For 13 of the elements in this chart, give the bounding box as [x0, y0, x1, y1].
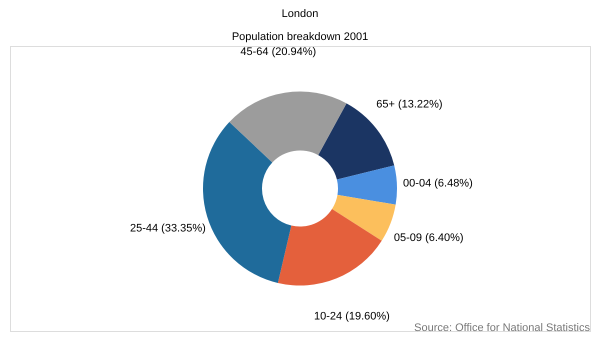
slice-label: 25-44 (33.35%): [130, 222, 206, 234]
donut-slice: [278, 208, 382, 286]
slice-label: 00-04 (6.48%): [403, 177, 473, 190]
slice-label: 45-64 (20.94%): [240, 46, 316, 58]
donut-slice: [332, 194, 396, 241]
slice-label: 10-24 (19.60%): [314, 310, 390, 322]
donut-slice: [229, 92, 347, 162]
chart-title: London: [282, 8, 318, 20]
chart-subtitle: Population breakdown 2001: [232, 31, 368, 43]
source-note: Source: Office for National Statistics: [414, 322, 590, 334]
slice-label: 65+ (13.22%): [376, 98, 443, 110]
slice-label: 05-09 (6.40%): [394, 232, 464, 244]
donut-slice: [336, 165, 397, 205]
